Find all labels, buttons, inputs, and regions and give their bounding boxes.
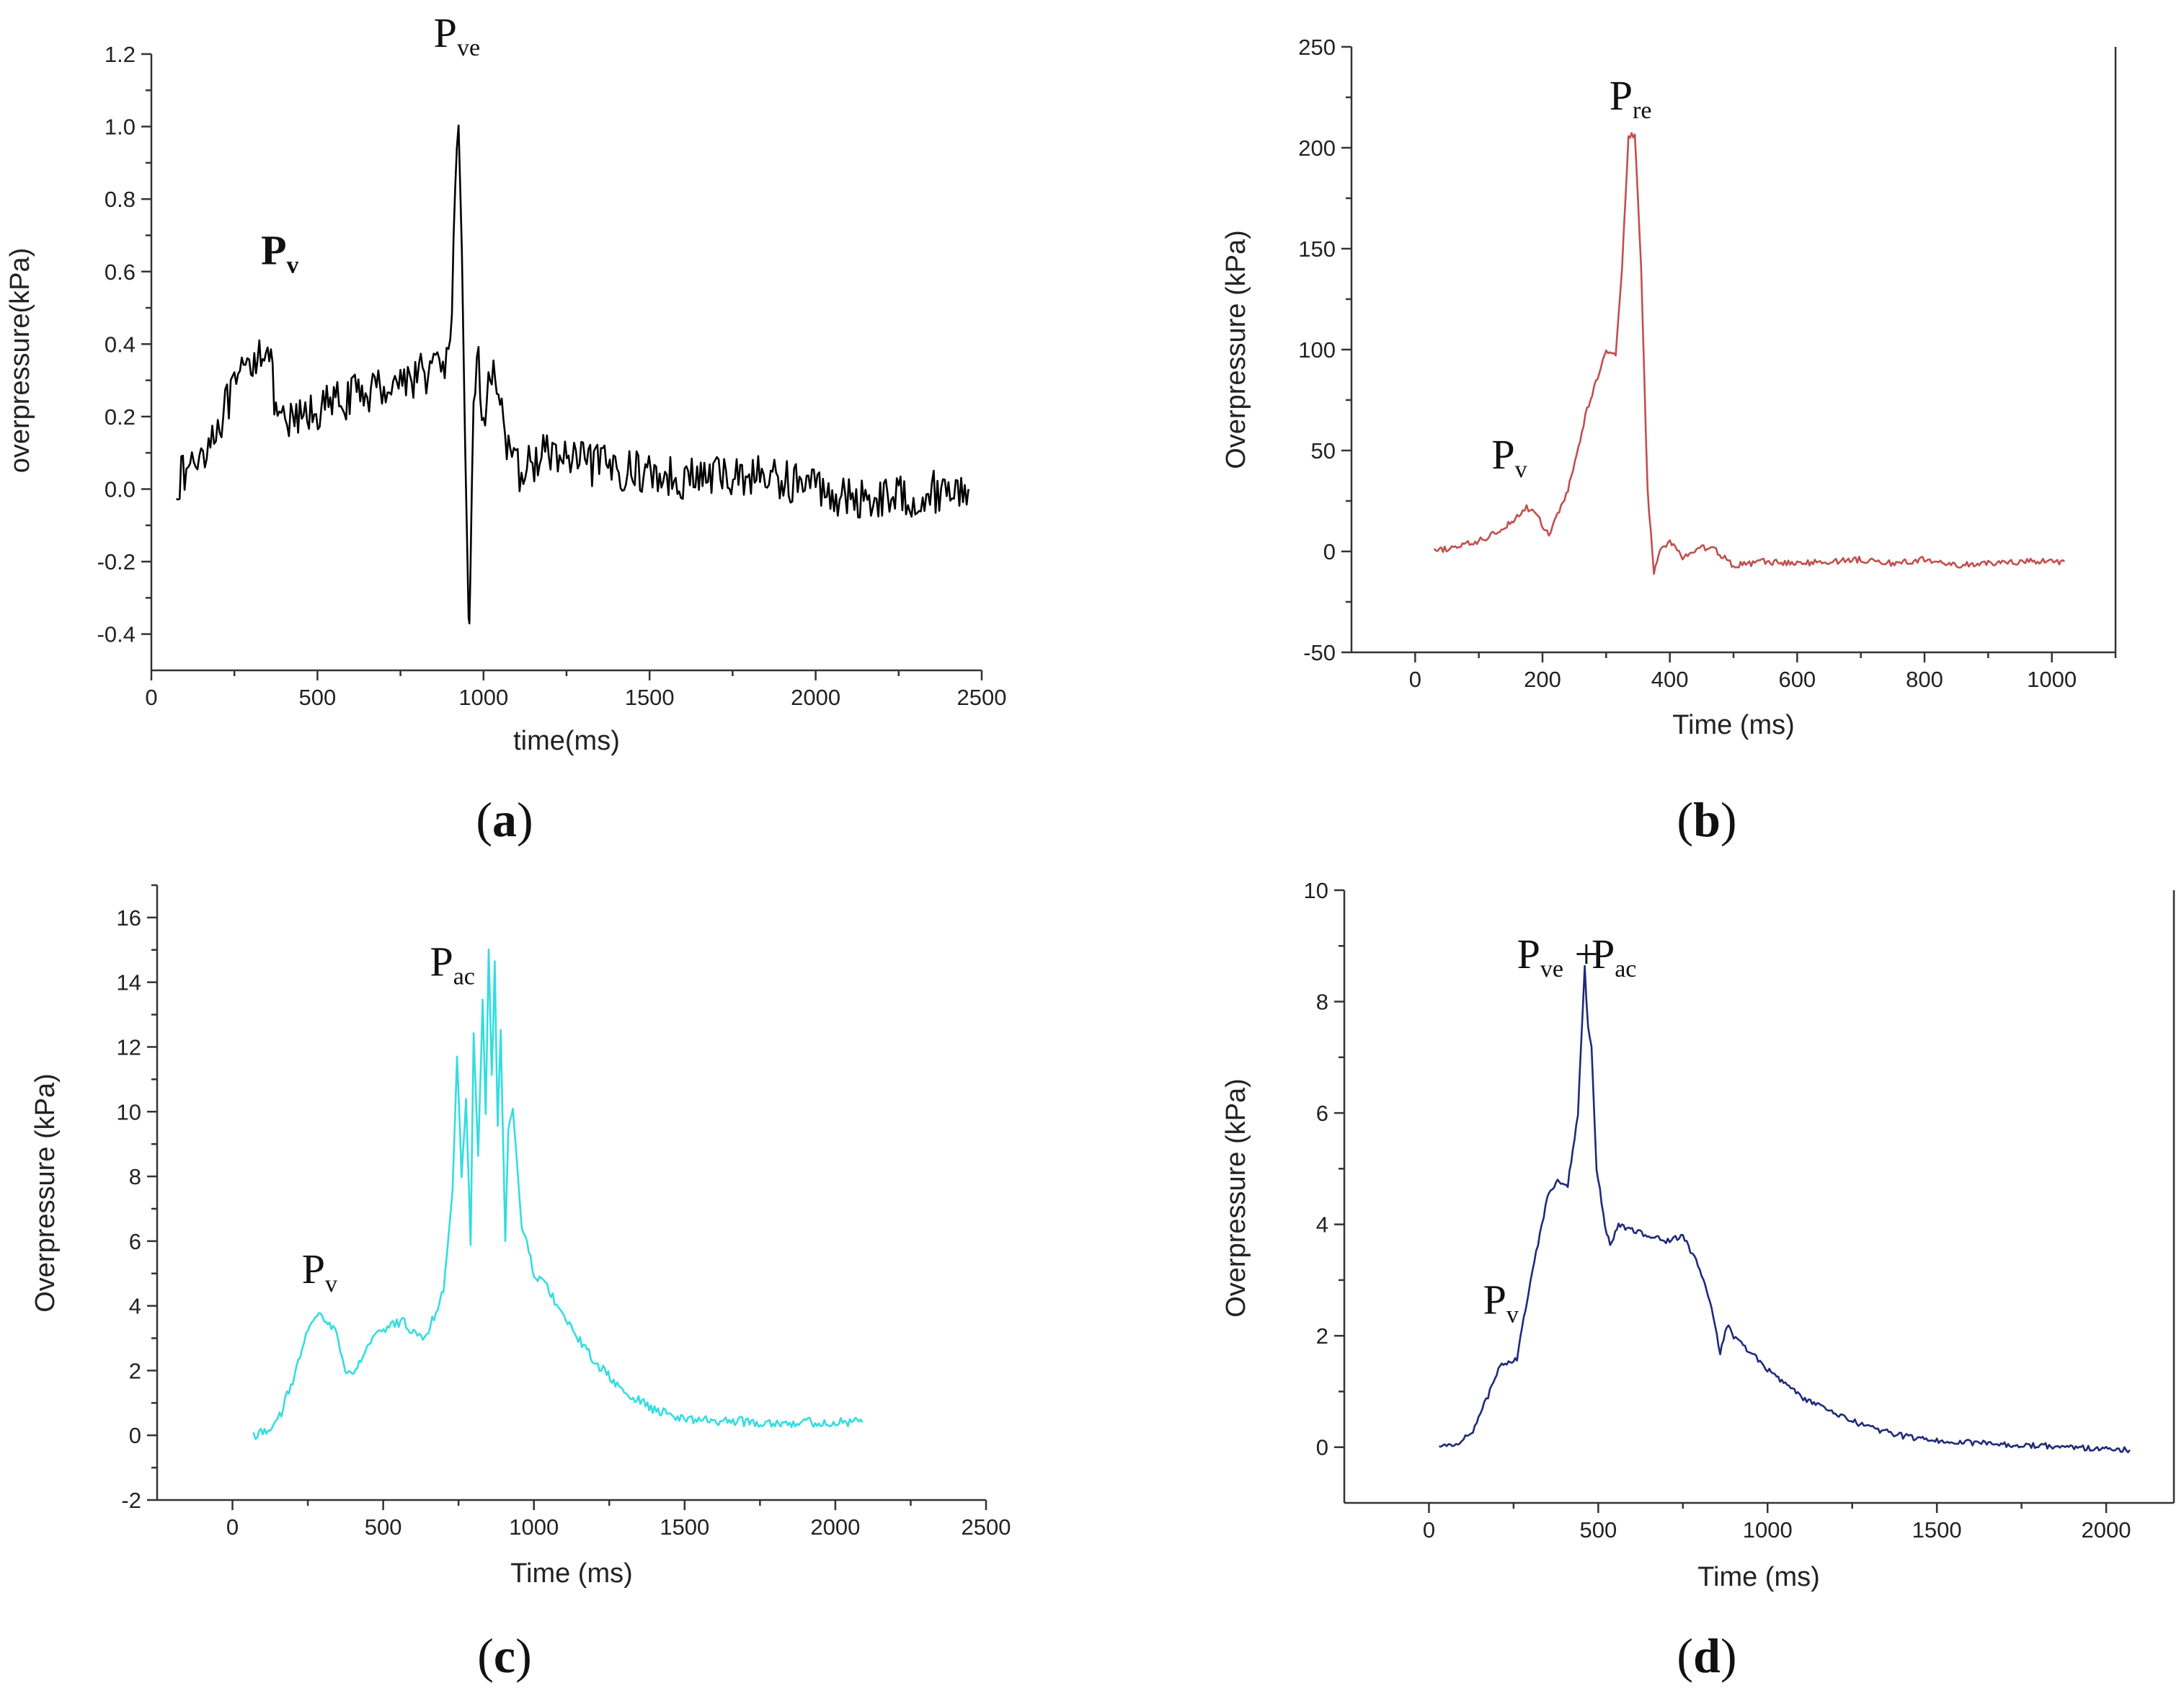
x-axis-title: time(ms) [513, 726, 620, 756]
y-tick-label: 0.2 [105, 404, 136, 430]
peak-annotation: Pac [1592, 931, 1636, 982]
x-tick-label: 0 [1409, 667, 1421, 692]
x-tick-label: 2500 [957, 685, 1007, 710]
x-tick-label: 2000 [791, 685, 840, 710]
y-tick-label: 4 [1316, 1212, 1328, 1238]
y-tick-label: 100 [1298, 337, 1336, 363]
x-tick-label: 1000 [2027, 667, 2077, 692]
x-axis-title: Time (ms) [510, 1558, 633, 1589]
series-line-overpressure [176, 124, 969, 625]
series-line-overpressure [1433, 132, 2066, 575]
x-tick-label: 200 [1524, 667, 1561, 692]
chart-panel-a: 0 500 1000 1500 2000 2500 -0.4 -0.2 0.0 0.2 0.4 0.6… [5, 9, 1006, 847]
chart-panel-d: 0 500 1000 1500 2000 0 2 4 6 8 10 Time (ms) Overpres… [1221, 878, 2175, 1683]
y-tick-label: 0.0 [105, 477, 136, 502]
peak-annotation: Pv [302, 1246, 337, 1297]
peak-annotation: Pv [1483, 1276, 1519, 1328]
x-tick-label: 1000 [509, 1514, 559, 1540]
panel-label: (b) [1677, 792, 1736, 847]
y-tick-label: 6 [129, 1229, 141, 1254]
y-tick-label: 0 [1316, 1435, 1328, 1460]
y-tick-label: 10 [1304, 878, 1328, 903]
x-tick-label: 2000 [810, 1514, 860, 1540]
x-tick-label: 1500 [660, 1514, 709, 1540]
series-line-overpressure [1439, 964, 2131, 1454]
peak-annotation: Pre [1610, 72, 1652, 124]
y-axis-title: overpressure(kPa) [5, 248, 35, 474]
y-tick-label: 6 [1316, 1101, 1328, 1126]
peak-annotation: Pve [434, 9, 480, 61]
y-tick-label: -0.2 [97, 549, 136, 574]
y-tick-label: 0.6 [105, 259, 136, 285]
x-axis-title: Time (ms) [1697, 1562, 1820, 1592]
y-tick-label: 150 [1298, 236, 1336, 262]
panel-label: (c) [477, 1628, 532, 1683]
panel-label: (d) [1677, 1628, 1736, 1683]
y-axis-title: Overpressure (kPa) [30, 1073, 61, 1313]
x-tick-label: 800 [1906, 667, 1943, 692]
y-tick-label: 4 [129, 1294, 141, 1319]
x-tick-label: 500 [1579, 1517, 1617, 1543]
y-tick-label: 14 [117, 970, 141, 995]
y-tick-label: 1.2 [105, 42, 136, 67]
x-tick-label: 2000 [2082, 1517, 2131, 1543]
y-tick-label: -50 [1303, 640, 1336, 665]
peak-annotation: Pv [1491, 431, 1527, 483]
x-tick-label: 0 [1423, 1517, 1435, 1543]
y-tick-label: 0 [129, 1423, 141, 1448]
y-tick-label: 250 [1298, 35, 1336, 60]
panel-label: (a) [476, 792, 533, 847]
x-axis-title: Time (ms) [1672, 710, 1795, 740]
x-tick-label: 1000 [1743, 1517, 1793, 1543]
y-axis-title: Overpressure (kPa) [1221, 230, 1251, 469]
y-tick-label: 50 [1311, 438, 1336, 463]
y-tick-label: 2 [129, 1358, 141, 1383]
y-tick-label: 10 [117, 1099, 141, 1124]
x-tick-label: 0 [145, 685, 157, 710]
x-tick-label: 2500 [962, 1514, 1011, 1540]
y-tick-label: 16 [117, 905, 141, 931]
peak-annotation: + [1574, 931, 1598, 977]
x-tick-label: 1000 [458, 685, 508, 710]
y-tick-label: 8 [129, 1164, 141, 1189]
chart-panel-b: 0 200 400 600 800 1000 -50 0 50 100 150 200 250 Time … [1221, 35, 2117, 847]
x-tick-label: 1500 [1912, 1517, 1962, 1543]
series-line-overpressure [252, 949, 864, 1440]
y-tick-label: 0.8 [105, 187, 136, 212]
y-tick-label: -2 [121, 1488, 141, 1513]
x-tick-label: 500 [299, 685, 337, 710]
y-tick-label: 1.0 [105, 115, 136, 140]
y-tick-label: -0.4 [97, 622, 136, 647]
y-tick-label: 12 [117, 1034, 141, 1060]
peak-annotation: Pve [1517, 931, 1563, 982]
y-tick-label: 200 [1298, 136, 1336, 161]
chart-panel-c: 0 500 1000 1500 2000 2500 -2 0 2 4 6 8 10 12 14 16 Time … [30, 884, 1011, 1683]
y-axis-title: Overpressure (kPa) [1221, 1078, 1251, 1318]
y-tick-label: 2 [1316, 1323, 1328, 1349]
y-tick-label: 0 [1323, 539, 1336, 564]
peak-annotation: Pv [261, 227, 298, 279]
x-tick-label: 1500 [625, 685, 675, 710]
x-tick-label: 0 [226, 1514, 239, 1540]
x-tick-label: 600 [1778, 667, 1816, 692]
y-tick-label: 8 [1316, 990, 1328, 1015]
y-tick-label: 0.4 [105, 332, 136, 357]
x-tick-label: 500 [365, 1514, 402, 1540]
x-tick-label: 400 [1651, 667, 1689, 692]
peak-annotation: Pac [430, 938, 474, 990]
